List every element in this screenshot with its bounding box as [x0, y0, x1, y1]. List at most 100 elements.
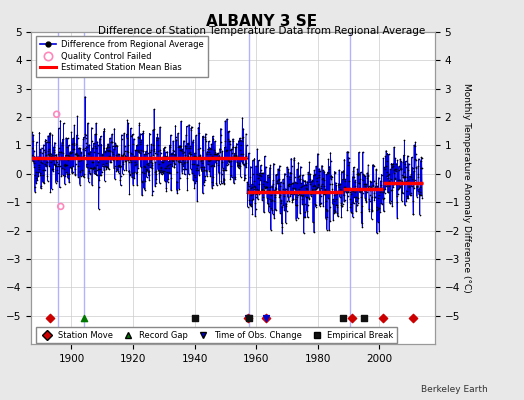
Point	[115, 155, 123, 161]
Point	[269, 188, 278, 194]
Point	[268, 184, 276, 190]
Text: ALBANY 3 SE: ALBANY 3 SE	[206, 14, 318, 29]
Point	[52, 154, 61, 160]
Point	[343, 193, 352, 199]
Point	[172, 157, 181, 163]
Point	[217, 178, 225, 184]
Point	[189, 138, 197, 145]
Point	[95, 166, 103, 172]
Point	[273, 178, 281, 184]
Point	[113, 157, 121, 164]
Point	[245, 150, 253, 156]
Point	[135, 135, 143, 142]
Point	[127, 158, 136, 165]
Point	[183, 140, 192, 146]
Point	[92, 145, 100, 152]
Point	[90, 164, 99, 171]
Point	[29, 132, 37, 138]
Point	[111, 176, 119, 182]
Point	[45, 145, 53, 152]
Point	[88, 138, 96, 144]
Point	[293, 192, 302, 198]
Point	[66, 148, 74, 155]
Point	[384, 175, 392, 182]
Point	[351, 183, 359, 190]
Point	[406, 173, 414, 179]
Point	[384, 172, 392, 178]
Point	[189, 177, 198, 183]
Point	[371, 184, 379, 190]
Point	[171, 122, 180, 129]
Point	[106, 148, 115, 154]
Point	[293, 202, 301, 208]
Point	[291, 202, 300, 208]
Point	[381, 163, 390, 169]
Point	[265, 174, 273, 180]
Point	[388, 162, 397, 169]
Point	[319, 202, 328, 209]
Point	[208, 178, 216, 185]
Point	[414, 171, 422, 177]
Point	[262, 184, 270, 190]
Point	[146, 148, 154, 155]
Point	[43, 148, 52, 155]
Point	[103, 147, 111, 153]
Point	[253, 171, 261, 177]
Point	[297, 192, 305, 199]
Point	[237, 156, 245, 162]
Point	[310, 229, 318, 236]
Point	[105, 144, 113, 150]
Point	[113, 143, 122, 149]
Point	[190, 161, 198, 168]
Point	[182, 132, 190, 138]
Point	[198, 168, 206, 175]
Point	[34, 154, 42, 160]
Point	[370, 189, 378, 196]
Point	[253, 146, 261, 152]
Point	[254, 157, 263, 164]
Point	[27, 154, 36, 161]
Point	[166, 170, 174, 176]
Point	[167, 187, 175, 194]
Point	[211, 151, 220, 158]
Point	[330, 206, 338, 213]
Point	[193, 162, 201, 168]
Point	[354, 199, 362, 206]
Point	[152, 176, 161, 182]
Point	[77, 173, 85, 179]
Point	[198, 159, 206, 166]
Point	[246, 174, 255, 180]
Point	[357, 187, 366, 193]
Point	[106, 135, 114, 141]
Point	[388, 160, 396, 167]
Point	[361, 173, 369, 180]
Point	[65, 171, 73, 177]
Point	[268, 210, 277, 217]
Point	[52, 111, 61, 118]
Point	[174, 130, 182, 136]
Point	[330, 192, 339, 198]
Point	[305, 176, 314, 182]
Point	[405, 184, 413, 191]
Point	[134, 134, 143, 140]
Point	[87, 165, 95, 171]
Point	[340, 198, 348, 205]
Point	[397, 172, 406, 178]
Point	[254, 196, 262, 202]
Point	[187, 166, 195, 172]
Point	[333, 210, 341, 216]
Point	[229, 138, 237, 144]
Point	[82, 134, 90, 141]
Point	[214, 150, 222, 156]
Point	[101, 178, 109, 184]
Point	[211, 149, 220, 156]
Point	[222, 148, 230, 154]
Point	[289, 196, 297, 203]
Point	[147, 159, 155, 165]
Point	[88, 159, 96, 165]
Point	[302, 182, 311, 188]
Point	[362, 199, 370, 205]
Y-axis label: Monthly Temperature Anomaly Difference (°C): Monthly Temperature Anomaly Difference (…	[462, 83, 471, 293]
Point	[36, 149, 44, 155]
Point	[69, 142, 78, 148]
